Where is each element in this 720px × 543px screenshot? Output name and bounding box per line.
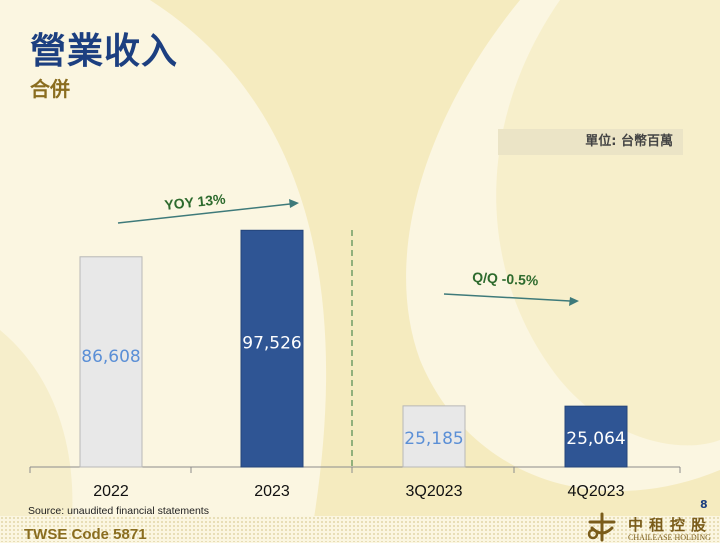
yoy-annotation: YOY 13% (164, 191, 227, 213)
revenue-bar-chart: 86,608 97,526 25,185 25,064 2022 2023 3Q… (29, 191, 681, 500)
company-name-en: CHAILEASE HOLDING (628, 533, 711, 542)
bar-4q2023 (564, 405, 628, 468)
footer-band (0, 516, 720, 542)
bar-3q2023 (402, 405, 466, 468)
data-label-3q2023: 25,185 (404, 429, 463, 449)
qoq-annotation: Q/Q -0.5% (472, 269, 539, 288)
x-tick-label-2022: 2022 (93, 483, 129, 500)
bar-2023 (240, 229, 304, 468)
x-tick-label-4q2023: 4Q2023 (568, 483, 625, 500)
data-label-2022: 86,608 (81, 347, 140, 367)
data-label-4q2023: 25,064 (566, 429, 625, 449)
company-name-cn: 中租控股 (628, 516, 713, 534)
x-axis-ticks (29, 467, 681, 473)
yoy-arrow (117, 203, 291, 224)
data-label-2023: 97,526 (242, 334, 301, 354)
qoq-arrow (443, 293, 571, 302)
page-title: 營業收入 (30, 31, 179, 72)
yoy-arrow-head (289, 199, 299, 208)
x-tick-label-2023: 2023 (254, 483, 290, 500)
page-subtitle: 合併 (30, 77, 70, 101)
unit-label: 單位: 台幣百萬 (498, 129, 683, 155)
bar-2022 (79, 256, 143, 468)
qoq-arrow-head (569, 297, 579, 306)
x-tick-label-3q2023: 3Q2023 (406, 483, 463, 500)
source-note: Source: unaudited financial statements (28, 505, 209, 517)
page-number: 8 (700, 498, 708, 511)
twse-code: TWSE Code 5871 (24, 526, 147, 543)
chailease-logo-icon (587, 512, 616, 542)
